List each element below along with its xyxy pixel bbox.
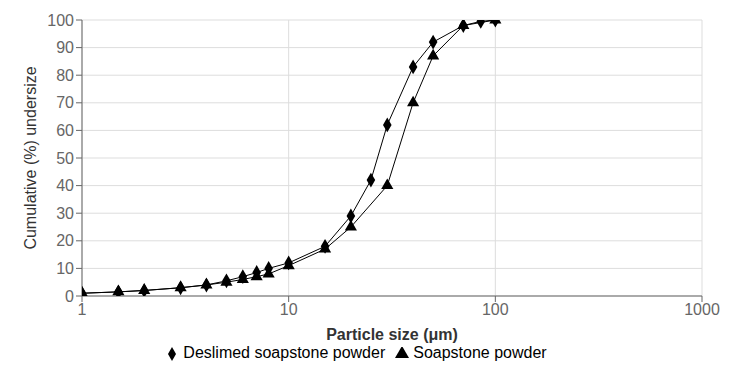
svg-text:70: 70: [56, 94, 74, 111]
svg-text:20: 20: [56, 232, 74, 249]
svg-text:Particle size (μm): Particle size (μm): [326, 326, 458, 343]
svg-text:80: 80: [56, 67, 74, 84]
svg-text:1: 1: [78, 301, 87, 318]
html-text:Deslimed soapstone powder: Deslimed soapstone powder: [183, 344, 386, 361]
svg-text:90: 90: [56, 39, 74, 56]
html-text:Soapstone powder: Soapstone powder: [413, 344, 547, 361]
svg-text:10: 10: [280, 301, 298, 318]
svg-text:Cumulative (%) undersize: Cumulative (%) undersize: [22, 66, 39, 249]
svg-text:40: 40: [56, 177, 74, 194]
svg-text:50: 50: [56, 150, 74, 167]
svg-text:100: 100: [47, 12, 74, 29]
svg-text:30: 30: [56, 205, 74, 222]
svg-text:10: 10: [56, 260, 74, 277]
svg-text:1000: 1000: [684, 301, 720, 318]
svg-text:0: 0: [65, 288, 74, 305]
svg-text:100: 100: [482, 301, 509, 318]
svg-text:60: 60: [56, 122, 74, 139]
